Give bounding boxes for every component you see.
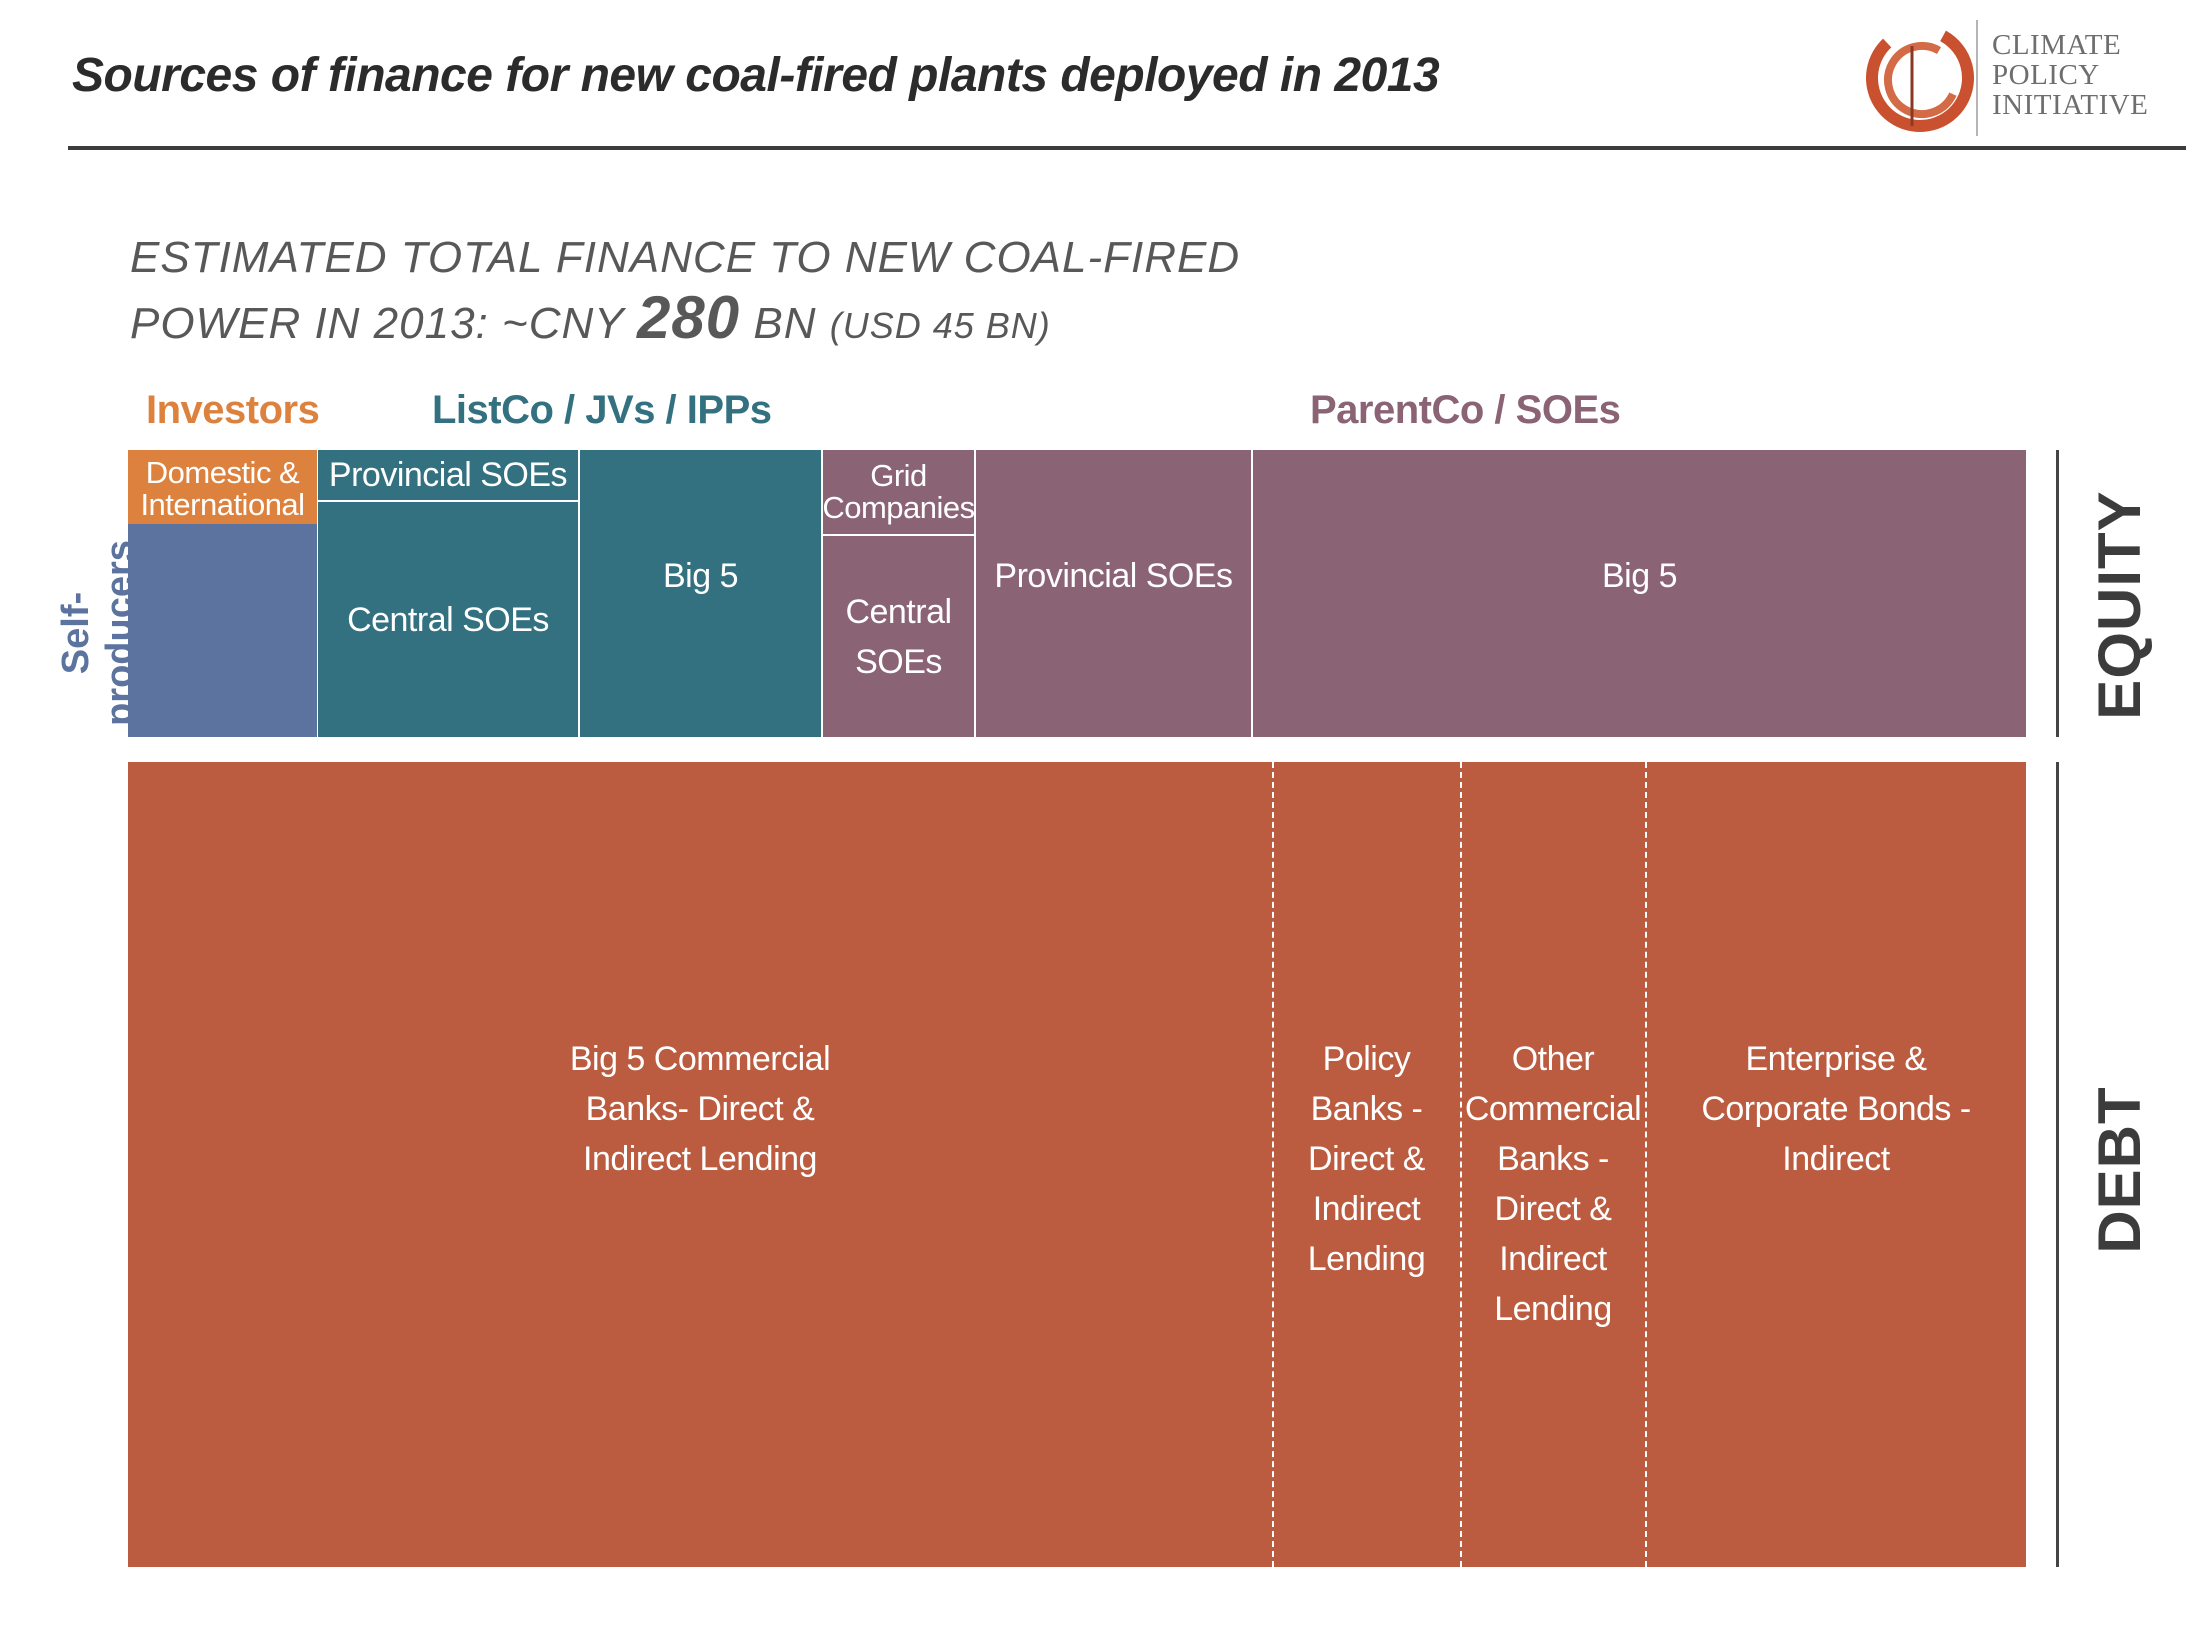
debt-other-line-3: Banks - (1497, 1140, 1609, 1178)
logo-divider (1976, 20, 1978, 136)
logo-line-3: INITIATIVE (1992, 89, 2149, 121)
equity-parentco-central-soes: Central SOEs (823, 536, 974, 737)
equity-parentco-big5: Big 5 (1253, 450, 2026, 737)
logo-wordmark: CLIMATE POLICY INITIATIVE (1992, 30, 2148, 120)
debt-policy-line-4: Indirect (1312, 1190, 1421, 1228)
debt-other-line-4: Direct & (1494, 1190, 1612, 1228)
equity-listco-central-soes: Central SOEs (318, 502, 578, 737)
chart-subtitle: ESTIMATED TOTAL FINANCE TO NEW COAL-FIRE… (130, 228, 1240, 356)
subtitle-prefix: POWER IN 2013: ~CNY (130, 299, 638, 348)
subtitle-suffix: BN (740, 299, 830, 348)
equity-self-producers-block (128, 524, 317, 737)
debt-other-line-2: Commercial (1464, 1090, 1642, 1128)
equity-investors-line-1: Domestic & (145, 455, 300, 490)
logo-line-2: POLICY (1992, 59, 2100, 91)
debt-policy-banks: Policy Banks - Direct & Indirect Lending (1273, 1034, 1460, 1294)
grid-line-2: Companies (822, 490, 975, 525)
debt-enterprise-bonds: Enterprise & Corporate Bonds - Indirect (1646, 1034, 2026, 1184)
debt-big5-line-2: Banks- Direct & (585, 1090, 815, 1128)
debt-divider-3 (1645, 762, 1647, 1567)
subtitle-line-1: ESTIMATED TOTAL FINANCE TO NEW COAL-FIRE… (130, 233, 1241, 282)
equity-listco-provincial-soes: Provincial SOEs (318, 450, 578, 500)
debt-big5-line-3: Indirect Lending (583, 1140, 817, 1178)
debt-bonds-line-2: Corporate Bonds - (1701, 1090, 1971, 1128)
central-line-2: SOEs (855, 642, 942, 681)
equity-parentco-provincial-soes: Provincial SOEs (976, 450, 1251, 737)
debt-divider-2 (1460, 762, 1462, 1567)
debt-bonds-line-3: Indirect (1782, 1140, 1890, 1178)
debt-policy-line-1: Policy (1322, 1040, 1411, 1078)
debt-other-commercial-banks: Other Commercial Banks - Direct & Indirect Le… (1461, 1034, 1645, 1344)
equity-investors-line-2: International (140, 487, 305, 522)
group-label-listco: ListCo / JVs / IPPs (432, 388, 772, 432)
logo-line-1: CLIMATE (1992, 29, 2122, 61)
debt-policy-line-3: Direct & (1308, 1140, 1425, 1178)
subtitle-usd: (USD 45 BN) (829, 305, 1051, 346)
equity-listco-big5: Big 5 (580, 450, 821, 737)
group-label-investors: Investors (146, 388, 320, 432)
cpi-logo-icon (1866, 24, 1974, 132)
debt-policy-line-2: Banks - (1310, 1090, 1423, 1128)
debt-other-line-6: Lending (1494, 1290, 1612, 1328)
subtitle-total: 280 (637, 284, 741, 351)
equity-parentco-grid-companies: Grid Companies (822, 450, 975, 534)
title-divider (68, 146, 2186, 150)
debt-other-line-1: Other (1511, 1040, 1595, 1078)
self-producers-line-1: Self- (55, 591, 97, 675)
debt-divider-1 (1272, 762, 1274, 1567)
debt-side-rule (2056, 762, 2059, 1567)
debt-policy-line-5: Lending (1307, 1240, 1426, 1278)
debt-bonds-line-1: Enterprise & (1745, 1040, 1927, 1078)
subtitle-line-2: POWER IN 2013: ~CNY 280 BN (USD 45 BN) (130, 288, 1240, 356)
equity-side-rule (2056, 450, 2059, 737)
debt-other-line-5: Indirect (1499, 1240, 1607, 1278)
debt-area (128, 762, 2026, 1567)
equity-investors-block: Domestic & International (128, 450, 317, 524)
group-label-parentco: ParentCo / SOEs (1310, 388, 1621, 432)
cpi-logo (1866, 24, 1974, 132)
grid-line-1: Grid (870, 458, 927, 493)
page-title: Sources of finance for new coal-fired pl… (72, 49, 1440, 102)
debt-big5-line-1: Big 5 Commercial (569, 1040, 831, 1078)
central-line-1: Central (845, 592, 952, 631)
debt-label: DEBT (2086, 1086, 2153, 1254)
debt-big5-commercial-banks: Big 5 Commercial Banks- Direct & Indirect … (128, 1034, 1272, 1184)
equity-label: EQUITY (2086, 490, 2153, 720)
